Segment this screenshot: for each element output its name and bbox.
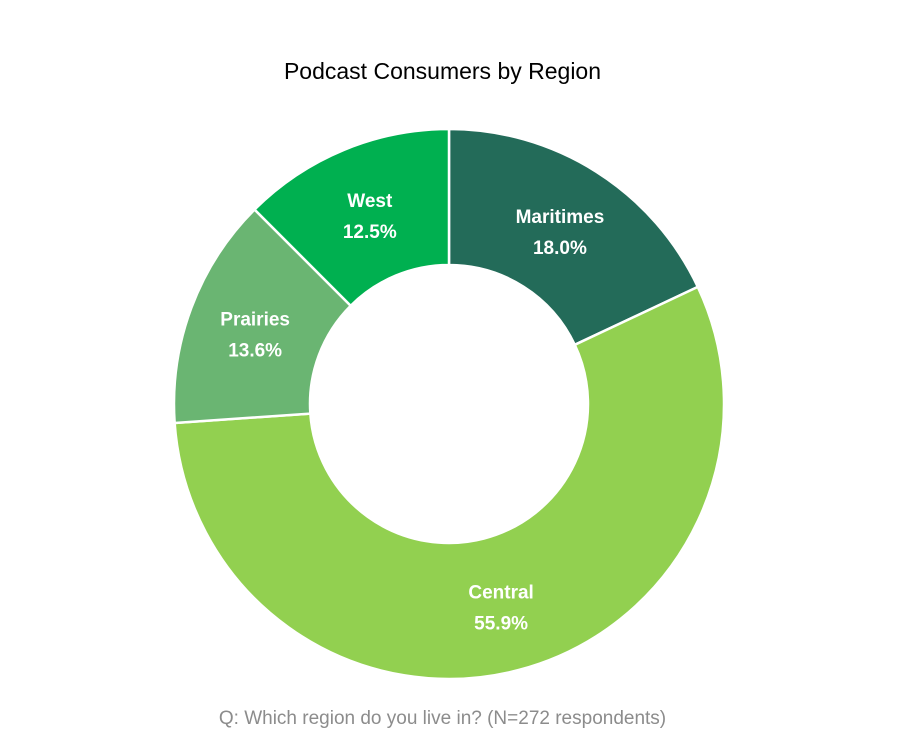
survey-question-caption: Q: Which region do you live in? (N=272 r… (218, 708, 667, 729)
slice-west (253, 127, 451, 307)
slice-label-prairies: Prairies (220, 309, 290, 330)
slice-central (173, 285, 726, 681)
slice-label-west: West (347, 191, 393, 212)
slice-label-central: Central (468, 582, 533, 603)
slice-value-maritimes: 18.0% (533, 238, 587, 259)
slice-maritimes (447, 127, 700, 347)
slice-value-prairies: 13.6% (228, 340, 282, 361)
slice-value-west: 12.5% (343, 222, 397, 243)
slice-value-central: 55.9% (474, 613, 528, 634)
labels-layer: Maritimes 18.0% Central 55.9% Prairies 13.6% W… (220, 191, 604, 635)
chart-title: Podcast Consumers by Region (283, 58, 602, 84)
slice-label-maritimes: Maritimes (516, 207, 605, 228)
slices-layer (172, 127, 726, 681)
